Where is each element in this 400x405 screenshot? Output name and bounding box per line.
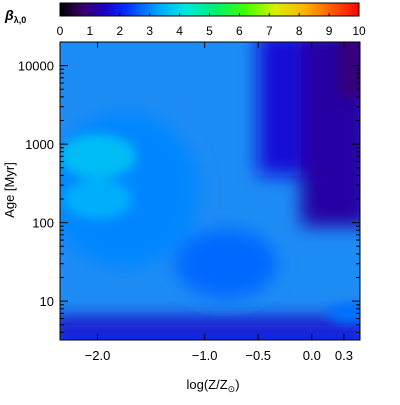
- colorbar: βλ,0 0 1 2 3 4 5 6 7 8 9 10: [4, 2, 366, 38]
- colorbar-tick-label: 3: [146, 24, 153, 38]
- heatmap-peak: [60, 134, 136, 179]
- colorbar-tick-label: 10: [352, 24, 366, 38]
- y-axis-ticks: 10 100 1000 10000: [18, 41, 360, 333]
- colorbar-label-subscript: λ,0: [14, 15, 27, 25]
- colorbar-label-main: β: [4, 7, 14, 23]
- colorbar-tick-label: 1: [87, 24, 94, 38]
- heatmap-region: [60, 333, 360, 340]
- heatmap-region: [338, 42, 360, 97]
- plot-frame: [59, 41, 361, 341]
- heatmap-detail-layer: [60, 42, 360, 324]
- x-tick-label: −2.0: [85, 348, 111, 363]
- heatmap-region: [258, 42, 302, 176]
- colorbar-tick-label: 8: [296, 24, 303, 38]
- heatmap-area: [60, 42, 360, 340]
- y-tick-label: 10000: [18, 59, 54, 74]
- x-axis-ticks: −2.0 −1.0 −0.5 0.0 0.3: [85, 42, 353, 363]
- colorbar-tick-label: 6: [236, 24, 243, 38]
- y-tick-label: 100: [32, 216, 54, 231]
- colorbar-tick-label: 4: [176, 24, 183, 38]
- colorbar-tick-label: 7: [266, 24, 273, 38]
- x-tick-label: −0.5: [245, 348, 271, 363]
- colorbar-tick-label: 0: [57, 24, 64, 38]
- y-tick-label: 1000: [25, 137, 54, 152]
- x-axis-label: log(Z/Z⊙): [186, 377, 239, 394]
- colorbar-tick-label: 5: [206, 24, 213, 38]
- heatmap-peak: [63, 179, 132, 220]
- x-tick-label: 0.3: [335, 348, 353, 363]
- colorbar-ticks: 0 1 2 3 4 5 6 7 8 9 10: [57, 13, 366, 38]
- colorbar-label: βλ,0: [4, 7, 26, 25]
- x-tick-label: −1.0: [192, 348, 218, 363]
- colorbar-tick-label: 2: [116, 24, 123, 38]
- y-axis-label: Age [Myr]: [2, 162, 17, 218]
- heatmap-peak: [327, 303, 360, 324]
- x-tick-label: 0.0: [303, 348, 321, 363]
- colorbar-tick-label: 9: [326, 24, 333, 38]
- y-tick-label: 10: [40, 294, 54, 309]
- heatmap-region: [175, 229, 277, 299]
- heatmap-region: [60, 317, 360, 331]
